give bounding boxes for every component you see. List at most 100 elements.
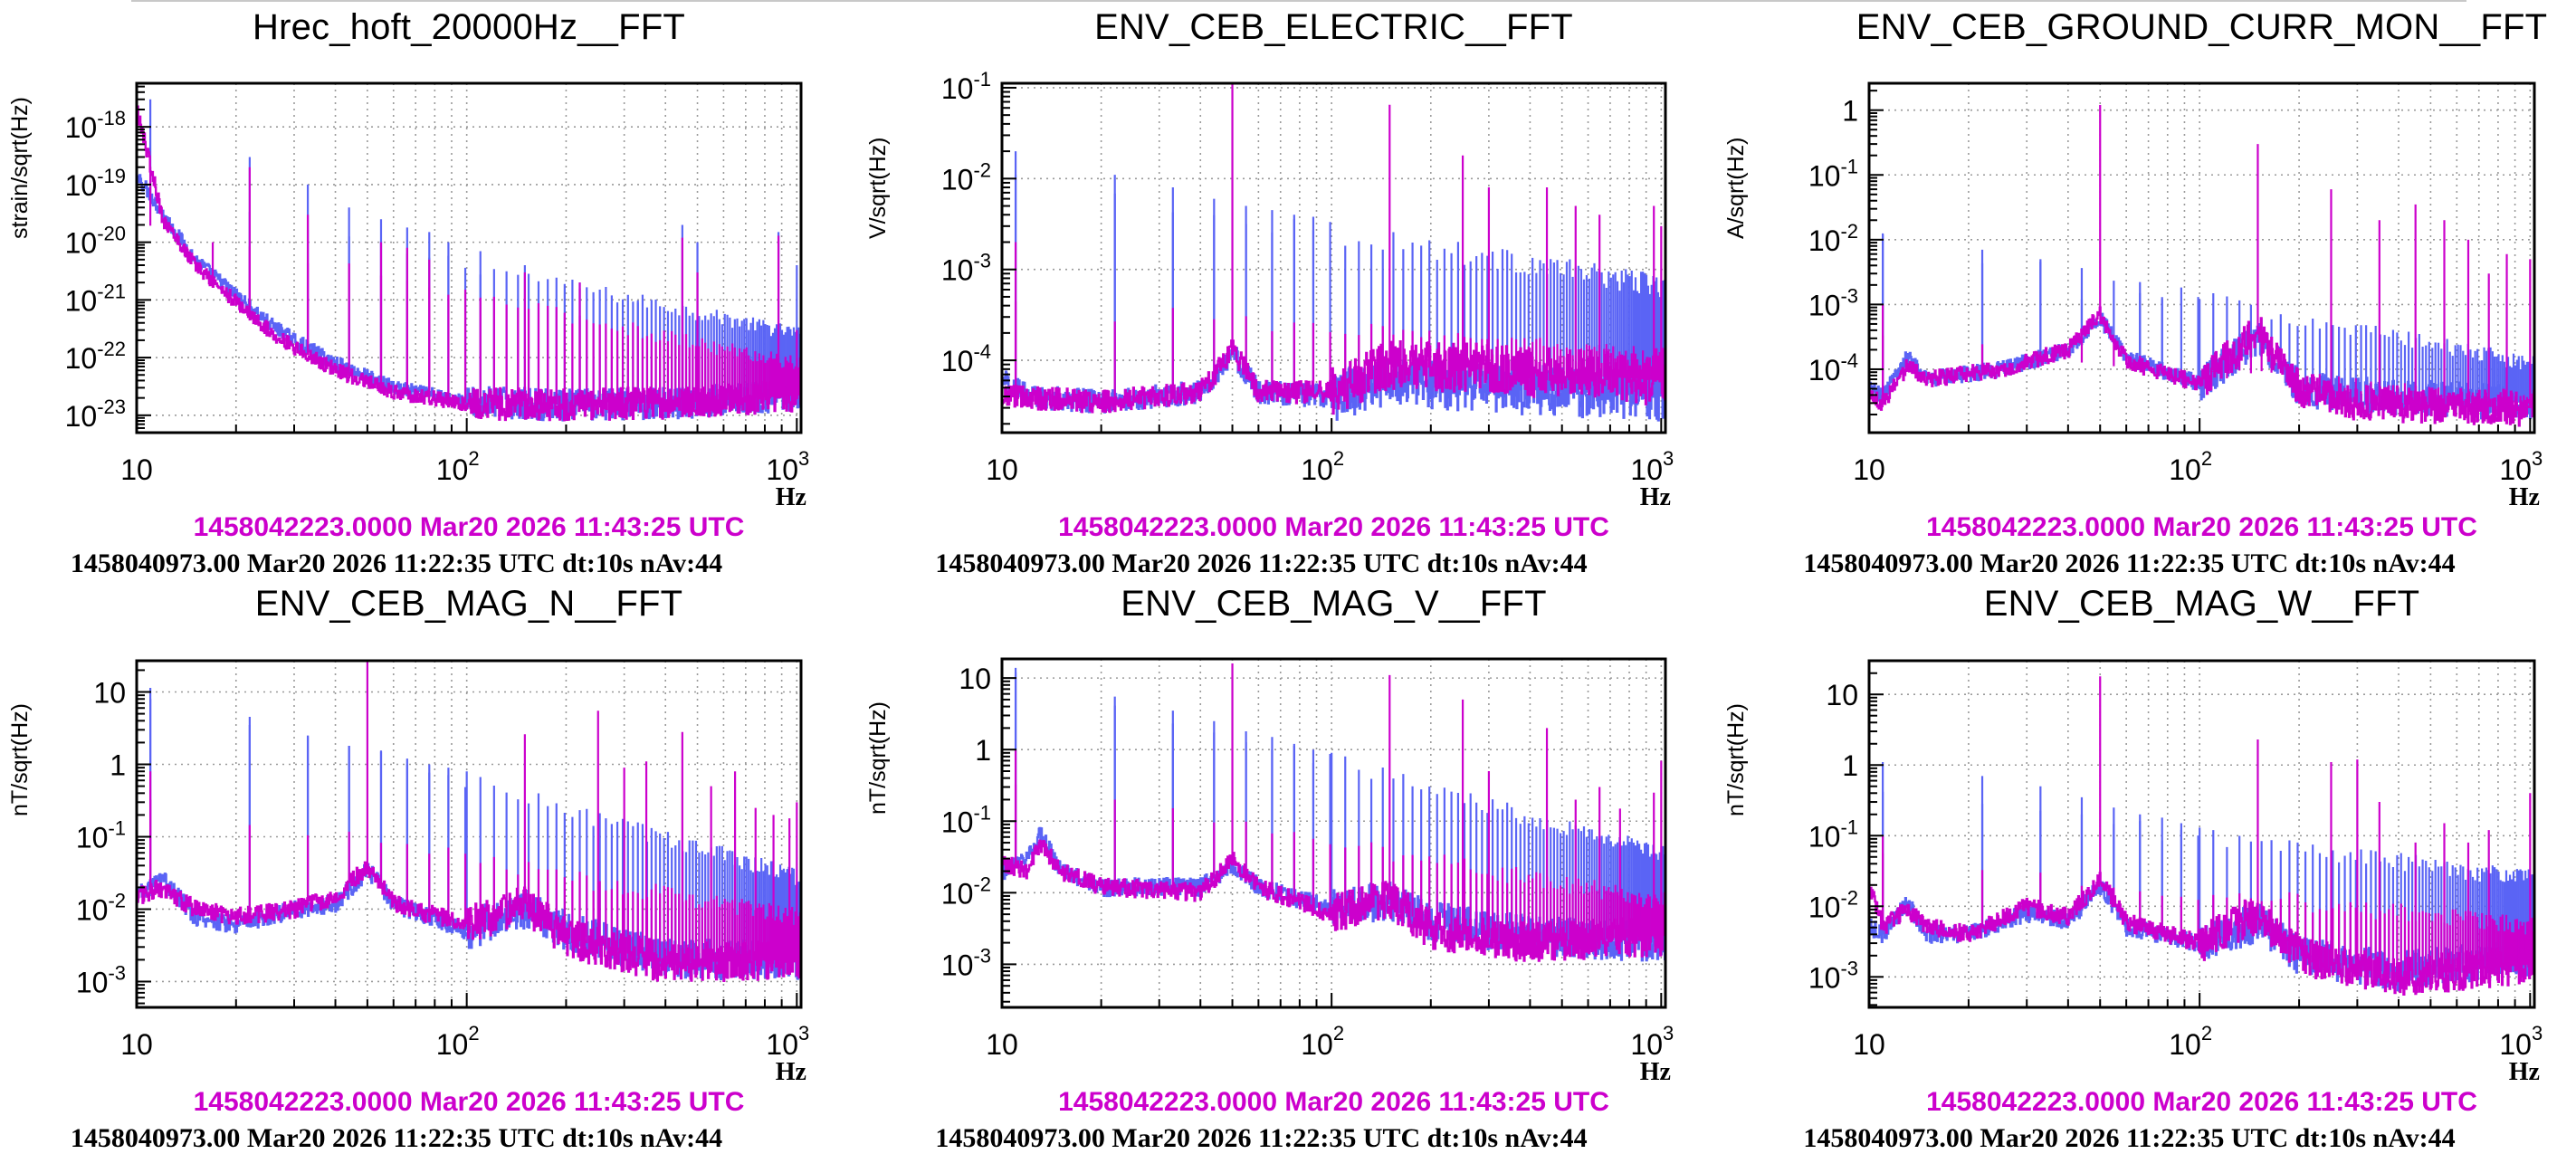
plot-frame: [135, 659, 803, 1009]
tick-base: 1: [110, 749, 126, 781]
x-tick-label: 103: [2499, 447, 2543, 486]
tick-base: 10: [1826, 679, 1858, 711]
series-current: [1869, 676, 2534, 996]
tick-exponent: -2: [1840, 220, 1858, 243]
y-tick-label: 10: [93, 677, 126, 710]
tick-exponent: -22: [97, 338, 126, 360]
tick-exponent: -3: [973, 250, 991, 272]
fft-panel: ENV_CEB_ELECTRIC__FFT V/sqrt(Hz) 10-1 10-2 1…: [858, 0, 1716, 578]
tick-base: 10: [766, 453, 798, 486]
fft-panel: ENV_CEB_MAG_W__FFT nT/sqrt(Hz) 10 1 10-1 10-2…: [1716, 577, 2574, 1153]
tick-base: 10: [65, 342, 98, 375]
tick-exponent: -3: [1840, 957, 1858, 979]
tick-exponent: -1: [973, 801, 991, 824]
x-tick-label: 102: [2169, 1022, 2212, 1061]
page-top-divider: [131, 0, 2466, 2]
tick-exponent: -2: [1840, 886, 1858, 909]
y-tick-label: 10: [1826, 679, 1858, 711]
y-tick-label: 10-1: [1808, 815, 1858, 853]
tick-base: 10: [76, 966, 109, 998]
x-axis-label: Hz: [2509, 1058, 2540, 1086]
spectrum-trace: [137, 105, 801, 422]
tick-base: 10: [959, 663, 991, 695]
y-tick-label: 10-3: [1808, 284, 1858, 321]
y-tick-label: 10-2: [1808, 886, 1858, 923]
tick-exponent: 2: [2201, 1022, 2212, 1044]
fft-panel: ENV_CEB_GROUND_CURR_MON__FFT A/sqrt(Hz) 1 1…: [1716, 0, 2574, 578]
timestamp-current: 1458042223.0000 Mar20 2026 11:43:25 UTC: [193, 512, 745, 542]
y-tick-label: 1: [1842, 95, 1858, 128]
timestamp-reference: 1458040973.00 Mar20 2026 11:22:35 UTC dt…: [70, 1123, 723, 1153]
plot-frame: [1867, 659, 2536, 1009]
x-axis-label: Hz: [2509, 483, 2540, 511]
tick-base: 10: [941, 345, 974, 377]
y-tick-label: 10-3: [941, 250, 991, 287]
tick-exponent: -4: [973, 340, 991, 363]
series-current: [1869, 105, 2534, 427]
tick-base: 10: [941, 949, 974, 981]
plot-frame: [1000, 81, 1667, 434]
tick-base: 10: [436, 453, 469, 486]
tick-base: 10: [941, 72, 974, 105]
tick-exponent: -20: [97, 223, 126, 245]
tick-base: 1: [1842, 95, 1858, 128]
y-tick-label: 10-3: [1808, 957, 1858, 994]
y-tick-label: 10-23: [65, 396, 126, 433]
y-tick-label: 1: [110, 749, 126, 781]
x-tick-label: 10: [120, 453, 153, 486]
y-tick-label: 10-18: [65, 107, 126, 144]
timestamp-reference: 1458040973.00 Mar20 2026 11:22:35 UTC dt…: [1803, 548, 2456, 578]
series-current: [1002, 83, 1665, 415]
tick-base: 10: [1301, 1028, 1333, 1061]
tick-base: 10: [1808, 891, 1841, 923]
tick-exponent: -1: [1840, 155, 1858, 177]
grid: [137, 83, 801, 433]
y-tick-label: 10-19: [65, 165, 126, 202]
y-tick-label: 10-4: [941, 340, 991, 377]
tick-exponent: -3: [108, 961, 126, 984]
spectrum-trace: [1002, 339, 1665, 415]
y-tick-label: 10: [959, 663, 991, 695]
y-tick-label: 10-2: [941, 873, 991, 910]
grid: [1002, 659, 1665, 1007]
grid: [1869, 661, 2534, 1007]
series-current: [137, 661, 801, 982]
tick-exponent: -4: [1840, 349, 1858, 372]
spectrum-trace: [1869, 306, 2534, 427]
y-tick-label: 10-20: [65, 223, 126, 260]
timestamp-current: 1458042223.0000 Mar20 2026 11:43:25 UTC: [1926, 512, 2477, 542]
tick-base: 1: [1842, 749, 1858, 782]
tick-base: 10: [1301, 453, 1333, 486]
tick-base: 10: [986, 453, 1018, 486]
tick-exponent: 2: [1333, 1022, 1344, 1044]
tick-base: 10: [1808, 224, 1841, 257]
tick-base: 10: [1808, 289, 1841, 321]
y-tick-label: 1: [1842, 749, 1858, 782]
timestamp-current: 1458042223.0000 Mar20 2026 11:43:25 UTC: [193, 1087, 745, 1117]
tick-base: 10: [436, 1028, 469, 1061]
x-tick-label: 10: [986, 1028, 1018, 1061]
x-tick-label: 103: [1630, 447, 1674, 486]
tick-base: 10: [986, 1028, 1018, 1061]
chart-title: ENV_CEB_GROUND_CURR_MON__FFT: [1856, 7, 2548, 47]
tick-base: 10: [1630, 1028, 1663, 1061]
tick-base: 10: [1853, 453, 1885, 486]
timestamp-reference: 1458040973.00 Mar20 2026 11:22:35 UTC dt…: [1803, 1123, 2456, 1153]
tick-base: 10: [941, 254, 974, 287]
tick-base: 10: [65, 284, 98, 317]
tick-exponent: -19: [97, 165, 126, 187]
grid: [1869, 83, 2534, 433]
tick-base: 10: [941, 877, 974, 910]
tick-base: 10: [76, 893, 109, 926]
fft-panel: ENV_CEB_MAG_V__FFT nT/sqrt(Hz) 10 1 10-1 10-2…: [858, 577, 1716, 1153]
chart-title: ENV_CEB_ELECTRIC__FFT: [1094, 7, 1573, 47]
chart-title: ENV_CEB_MAG_W__FFT: [1983, 584, 2420, 624]
tick-exponent: 3: [1663, 1022, 1674, 1044]
tick-exponent: 3: [798, 447, 809, 470]
tick-exponent: -18: [97, 107, 126, 129]
series-reference: [1869, 233, 2534, 420]
timestamp-current: 1458042223.0000 Mar20 2026 11:43:25 UTC: [1926, 1087, 2477, 1117]
